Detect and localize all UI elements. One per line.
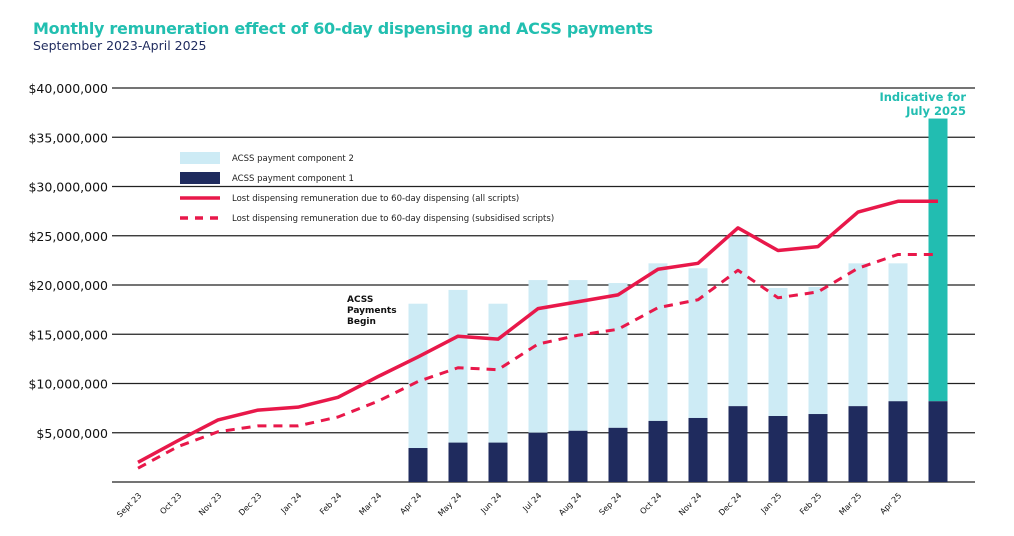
- x-tick-label: Mar 24: [357, 491, 383, 517]
- bar-component-1: [488, 442, 508, 482]
- bar-component-2: [528, 280, 548, 433]
- bar-component-2: [928, 118, 948, 402]
- y-tick-label: $20,000,000: [28, 278, 108, 293]
- bar-component-2: [488, 303, 508, 443]
- y-tick-label: $40,000,000: [28, 81, 108, 96]
- bar-component-1: [408, 448, 428, 482]
- x-tick-label: Nov 23: [197, 491, 223, 517]
- bar-component-2: [888, 263, 908, 402]
- x-tick-label: Jan 25: [759, 491, 784, 516]
- x-tick-label: Oct 24: [638, 491, 663, 516]
- bar-component-1: [688, 417, 708, 482]
- bar-component-1: [728, 406, 748, 482]
- x-tick-label: Apr 25: [878, 491, 903, 516]
- bar-component-1: [768, 416, 788, 482]
- chart-title: Monthly remuneration effect of 60-day di…: [33, 19, 653, 38]
- x-tick-label: May 24: [436, 491, 463, 518]
- indicative-label: Indicative for: [879, 90, 966, 104]
- x-tick-label: Jun 24: [478, 491, 503, 516]
- y-tick-label: $5,000,000: [36, 426, 108, 441]
- bar-component-2: [768, 287, 788, 417]
- y-tick-label: $15,000,000: [28, 327, 108, 342]
- legend-label: ACSS payment component 1: [232, 174, 354, 184]
- x-tick-label: Apr 24: [398, 491, 423, 516]
- x-tick-label: Mar 25: [837, 491, 863, 517]
- annotation-acss-payments-begin: ACSS: [347, 295, 373, 305]
- bar-component-2: [848, 263, 868, 407]
- x-tick-label: Feb 25: [798, 491, 823, 516]
- chart-subtitle: September 2023-April 2025: [33, 38, 207, 53]
- legend-label: ACSS payment component 2: [232, 154, 354, 164]
- x-tick-label: Sept 23: [115, 491, 143, 519]
- bar-component-2: [608, 283, 628, 428]
- bar-component-1: [608, 427, 628, 482]
- y-tick-label: $35,000,000: [28, 130, 108, 145]
- line-all-scripts: [137, 199, 938, 464]
- bar-component-2: [408, 303, 428, 449]
- indicative-label: July 2025: [905, 104, 966, 118]
- bar-component-2: [808, 286, 828, 415]
- y-tick-label: $30,000,000: [28, 180, 108, 195]
- legend-swatch: [180, 152, 220, 164]
- x-tick-label: Oct 23: [158, 491, 183, 516]
- annotation-acss-payments-begin: Begin: [347, 317, 376, 327]
- bar-component-2: [648, 263, 668, 421]
- bar-component-1: [808, 414, 828, 482]
- annotation-acss-payments-begin: Payments: [347, 306, 397, 316]
- bar-component-1: [928, 401, 948, 482]
- x-tick-label: Dec 23: [237, 491, 263, 517]
- x-tick-label: Feb 24: [318, 491, 343, 516]
- bar-component-1: [648, 420, 668, 482]
- x-tick-label: Aug 24: [557, 491, 583, 517]
- x-tick-label: Jul 24: [521, 491, 544, 514]
- bar-component-1: [848, 406, 868, 482]
- bar-component-2: [688, 268, 708, 418]
- x-tick-label: Nov 24: [677, 491, 703, 517]
- x-tick-label: Dec 24: [717, 491, 743, 517]
- y-tick-label: $10,000,000: [28, 377, 108, 392]
- legend-label: Lost dispensing remuneration due to 60-d…: [232, 194, 519, 204]
- x-tick-label: Jan 24: [279, 491, 304, 516]
- legend-swatch: [180, 172, 220, 184]
- x-tick-label: Sep 24: [597, 491, 623, 517]
- bar-component-2: [728, 236, 748, 407]
- bar-component-1: [528, 432, 548, 482]
- legend-label: Lost dispensing remuneration due to 60-d…: [232, 214, 554, 224]
- bar-component-2: [568, 280, 588, 431]
- y-tick-label: $25,000,000: [28, 229, 108, 244]
- bar-component-1: [568, 430, 588, 482]
- bar-component-1: [448, 442, 468, 482]
- bar-component-1: [888, 401, 908, 482]
